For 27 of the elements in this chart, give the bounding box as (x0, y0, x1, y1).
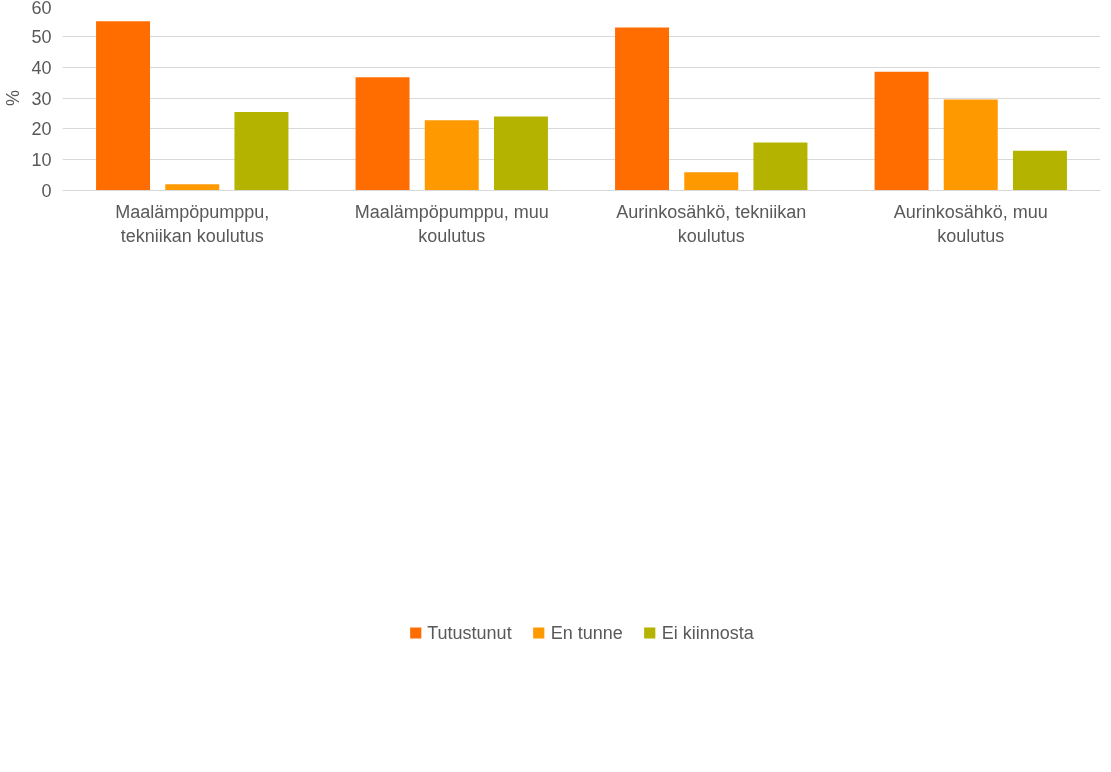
y-tick-label: 60 (31, 0, 52, 18)
bar (943, 99, 998, 191)
y-tick-label: 40 (31, 57, 52, 78)
x-tick-label: Maalämpöpumppu, muu koulutus (354, 201, 549, 246)
legend-label: Ei kiinnosta (661, 622, 754, 644)
bar (355, 77, 410, 191)
bar (1012, 150, 1067, 191)
x-tick-label: Aurinkosähkö, muu koulutus (893, 201, 1048, 246)
y-tick-label: 10 (31, 150, 52, 171)
y-axis-title: % (3, 89, 24, 106)
bar (615, 27, 670, 191)
x-tick-label: Aurinkosähkö, tekniikan koulutus (616, 201, 807, 246)
y-tick-label: 20 (31, 119, 52, 140)
y-tick-label: 0 (41, 181, 52, 201)
bar (874, 71, 929, 191)
bar (96, 21, 151, 191)
y-tick-label: 30 (31, 88, 52, 109)
bar (753, 142, 808, 191)
legend-label: Tutustunut (427, 622, 512, 644)
bar (234, 111, 289, 191)
legend-label: En tunne (550, 622, 623, 644)
bar (424, 120, 479, 191)
bar (165, 184, 220, 191)
bar (684, 172, 739, 191)
y-tick-label: 50 (31, 26, 52, 47)
bar (493, 116, 548, 191)
x-tick-label: Maalämpöpumppu, tekniikan koulutus (115, 201, 270, 246)
